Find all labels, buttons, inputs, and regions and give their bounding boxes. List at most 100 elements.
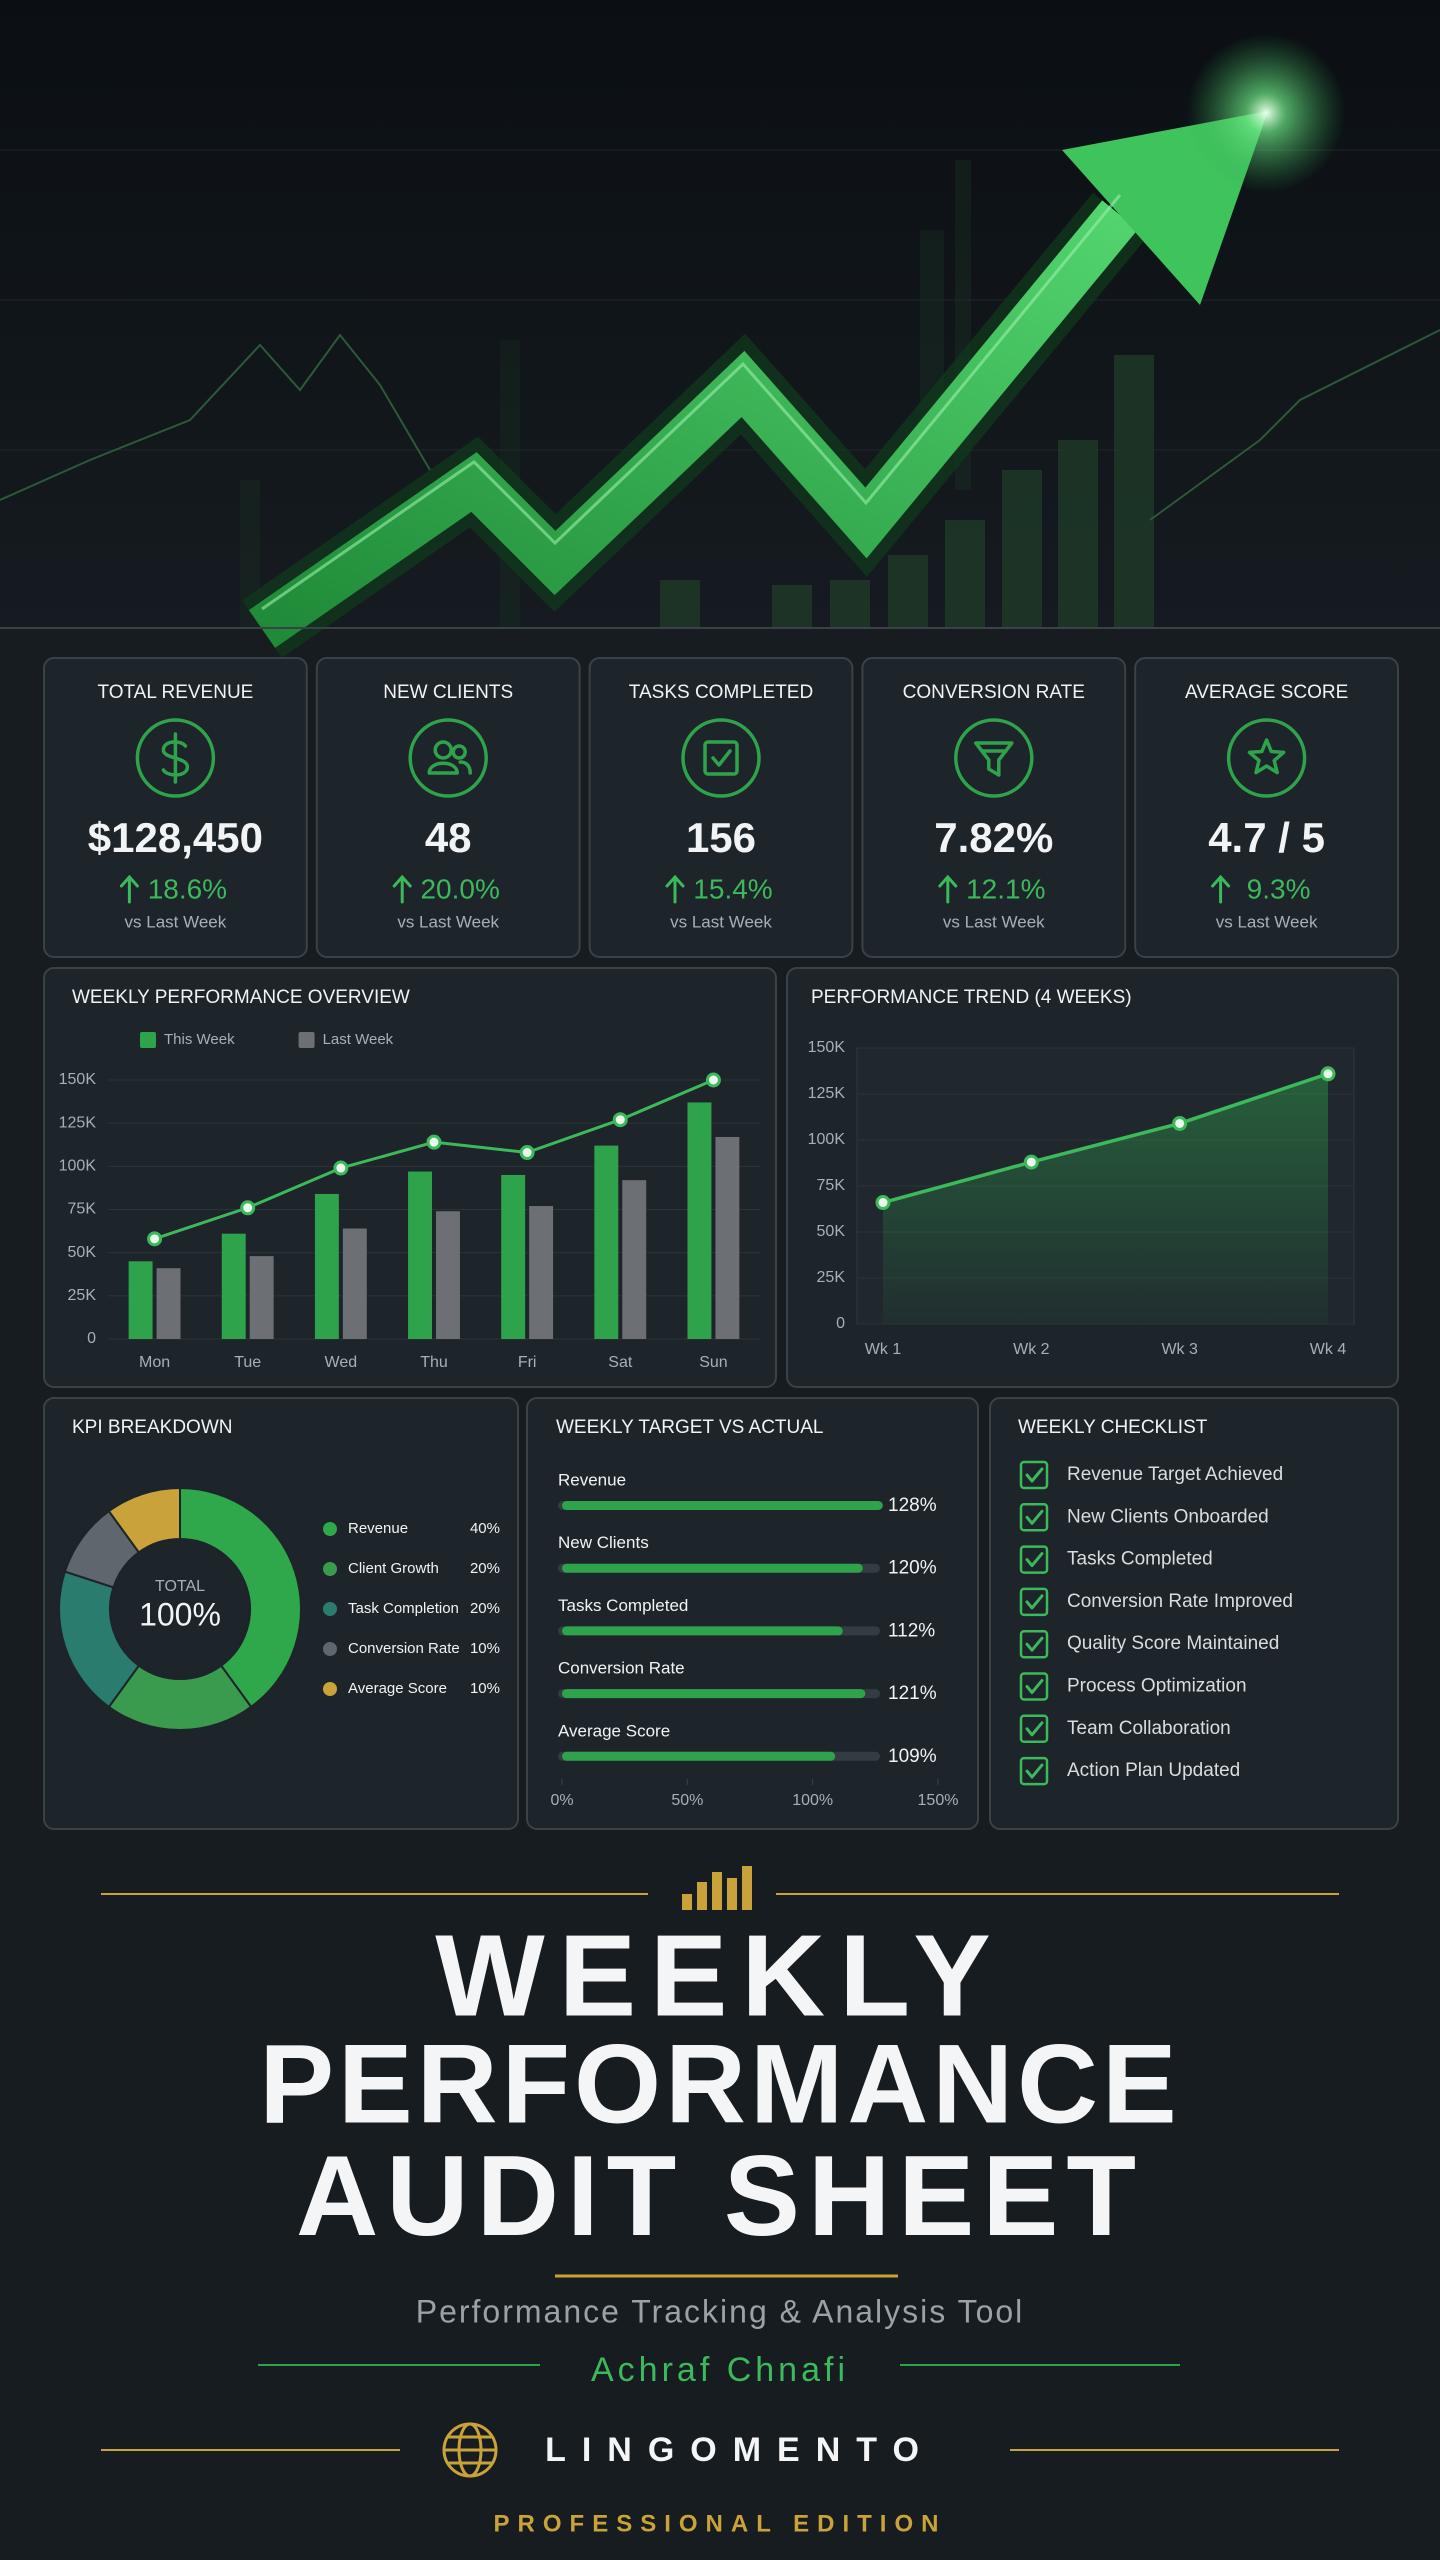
- value-label: 20%: [470, 1560, 500, 1577]
- x-tick-label: Wk 4: [1310, 1341, 1347, 1358]
- hero-bar: [772, 585, 812, 628]
- pie-slice: [107, 1486, 181, 1554]
- y-tick-label: 50K: [68, 1244, 97, 1261]
- chart-title: PERFORMANCE TREND (4 WEEKS): [811, 987, 1132, 1008]
- checklist-item: Action Plan Updated: [1067, 1760, 1240, 1781]
- bar: [594, 1145, 619, 1339]
- icon-glyph: [711, 749, 732, 767]
- checkbox: [1019, 1672, 1049, 1701]
- y-tick-label: 25K: [817, 1269, 846, 1286]
- row-label: Tasks Completed: [558, 1596, 688, 1615]
- bars-icon: [682, 1866, 752, 1910]
- row-label: Revenue: [558, 1470, 626, 1489]
- kpi-note: vs Last Week: [397, 912, 499, 931]
- bar: [342, 1228, 367, 1339]
- legend-dot: [323, 1522, 337, 1536]
- legend-swatch: [140, 1032, 156, 1048]
- bar: [221, 1233, 246, 1339]
- hero-arrow-shaft: [248, 200, 1138, 648]
- kpi-change: 15.4%: [693, 873, 772, 904]
- line-point: [1320, 1066, 1336, 1082]
- line-point: [333, 1160, 349, 1176]
- kpi-label: TOTAL REVENUE: [97, 682, 253, 703]
- icon-glyph: [974, 741, 1014, 777]
- kpi-change: 20.0%: [420, 873, 499, 904]
- icon-glyph: [703, 740, 739, 776]
- value-label: 10%: [470, 1640, 500, 1657]
- icon-users: [408, 718, 488, 798]
- title-line: WEEKLY: [435, 1911, 1005, 2041]
- kpi-value: 156: [686, 814, 756, 861]
- line: [882, 1072, 1329, 1205]
- hero-bar: [1002, 470, 1042, 628]
- y-tick-label: 50K: [817, 1223, 846, 1240]
- hero: [0, 0, 1440, 658]
- y-tick-label: 0: [836, 1315, 845, 1332]
- icon-ring: [1226, 718, 1307, 798]
- value-label: 20%: [470, 1600, 500, 1617]
- checklist-item: Tasks Completed: [1067, 1549, 1213, 1570]
- checklist-item: Conversion Rate Improved: [1067, 1591, 1293, 1612]
- checkbox: [1019, 1460, 1049, 1490]
- icon-ring: [954, 718, 1034, 798]
- up-arrow: [1211, 874, 1231, 904]
- kpi-change: 18.6%: [148, 873, 227, 904]
- bars-icon-bar: [697, 1882, 707, 1910]
- title-block: WEEKLY PERFORMANCE AUDIT SHEET Performan…: [101, 1866, 1339, 2537]
- up-arrow: [665, 874, 685, 904]
- icon-star: [1226, 718, 1307, 798]
- legend-label: Client Growth: [348, 1560, 439, 1577]
- y-tick-label: 25K: [68, 1287, 97, 1304]
- legend-label: Conversion Rate: [348, 1640, 460, 1657]
- line-point: [240, 1200, 256, 1216]
- up-arrow: [392, 874, 412, 904]
- checkbox: [1019, 1587, 1049, 1617]
- value-label: 109%: [888, 1746, 937, 1767]
- legend-label: Average Score: [348, 1680, 447, 1697]
- legend-swatch: [298, 1032, 315, 1048]
- line-point: [1023, 1154, 1039, 1170]
- checkbox: [1019, 1756, 1049, 1786]
- value-label: 128%: [888, 1495, 937, 1516]
- hero-glow: [1186, 33, 1346, 193]
- kpi-change: 12.1%: [966, 873, 1045, 904]
- line-point: [519, 1145, 535, 1161]
- kpi-value: $128,450: [88, 814, 263, 861]
- y-tick-label: 125K: [808, 1085, 846, 1102]
- kpi-note: vs Last Week: [125, 912, 227, 931]
- x-tick-label: Wk 1: [865, 1341, 902, 1358]
- icon-dollar: [135, 718, 216, 798]
- center-value: 100%: [139, 1596, 221, 1632]
- x-tick-label: Thu: [420, 1354, 448, 1371]
- icon-funnel: [954, 718, 1034, 798]
- kpi-label: NEW CLIENTS: [383, 682, 513, 703]
- edition: PROFESSIONAL EDITION: [494, 2510, 947, 2537]
- chart-title: KPI BREAKDOWN: [72, 1417, 232, 1438]
- up-arrow: [938, 874, 958, 904]
- line-point: [1172, 1115, 1188, 1131]
- line-point: [705, 1072, 721, 1088]
- hero-bar: [888, 555, 928, 628]
- kpi-label: TASKS COMPLETED: [629, 682, 813, 703]
- checklist-title: WEEKLY CHECKLIST: [1018, 1417, 1208, 1438]
- legend-dot: [323, 1682, 337, 1696]
- bar: [562, 1501, 883, 1510]
- author: Achraf Chnafi: [591, 2351, 849, 2389]
- checkbox: [1019, 1545, 1049, 1574]
- panel: [43, 657, 308, 958]
- bar: [562, 1751, 836, 1761]
- panel: [588, 657, 854, 958]
- legend-dot: [323, 1642, 337, 1656]
- area: [883, 1073, 1328, 1324]
- y-tick-label: 75K: [817, 1177, 846, 1194]
- checkmark: [1025, 1721, 1044, 1737]
- value-label: 10%: [470, 1680, 500, 1697]
- bar: [562, 1563, 863, 1573]
- bars-icon-bar: [682, 1894, 692, 1910]
- legend-dot: [323, 1602, 337, 1616]
- checkmark: [1025, 1679, 1044, 1694]
- hero-thin-line: [0, 333, 431, 501]
- icon-ring: [135, 718, 216, 798]
- hero-arrow-highlight: [261, 194, 1122, 611]
